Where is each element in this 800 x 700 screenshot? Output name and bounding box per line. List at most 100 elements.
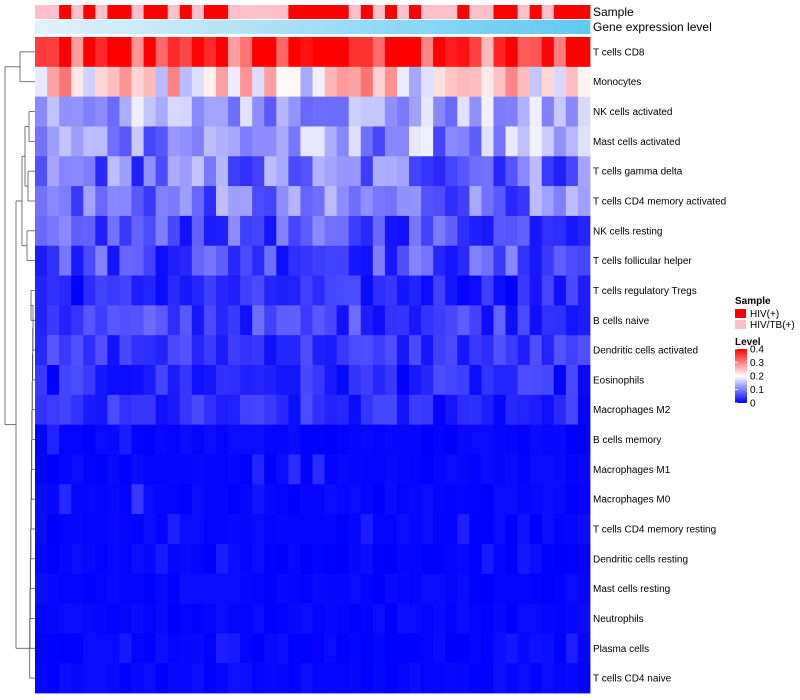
heatmap-cell — [155, 484, 169, 515]
heatmap-cell — [71, 215, 84, 247]
expression-annotation-cell — [348, 20, 362, 34]
heatmap-cell — [155, 543, 169, 575]
heatmap-cell — [215, 543, 229, 575]
heatmap-cell — [577, 424, 591, 455]
heatmap-cell — [131, 573, 144, 604]
row-label: B cells naive — [593, 316, 650, 327]
heatmap-cell — [107, 305, 120, 336]
heatmap-cell — [131, 514, 144, 545]
heatmap-cell — [505, 96, 519, 127]
heatmap-cell — [155, 365, 169, 396]
heatmap-cell — [529, 186, 543, 217]
heatmap-cell — [191, 186, 205, 217]
heatmap-cell — [505, 365, 519, 396]
heatmap-cell — [384, 305, 398, 336]
heatmap-cell — [529, 96, 543, 127]
heatmap-cell — [433, 514, 446, 545]
heatmap-cell — [288, 275, 301, 306]
heatmap-cell — [312, 573, 325, 604]
heatmap-cell — [71, 335, 84, 366]
heatmap-cell — [541, 394, 555, 426]
heatmap-cell — [312, 454, 325, 485]
expression-annotation-cell — [336, 20, 350, 34]
heatmap-cell — [481, 245, 494, 276]
sample-annotation-cell — [336, 5, 350, 19]
heatmap-cell — [529, 126, 543, 157]
heatmap-cell — [396, 275, 410, 306]
heatmap-cell — [107, 96, 120, 127]
heatmap-cell — [203, 633, 217, 664]
heatmap-cell — [348, 245, 362, 276]
heatmap-cell — [324, 424, 338, 455]
heatmap-cell — [565, 543, 579, 575]
heatmap-cell — [445, 245, 458, 276]
heatmap-cell — [457, 424, 470, 455]
heatmap-cell — [203, 543, 217, 575]
heatmap-cell — [336, 96, 350, 127]
sample-annotation-cell — [300, 5, 313, 19]
heatmap-cell — [505, 514, 519, 545]
heatmap-cell — [119, 514, 132, 545]
heatmap-cell — [541, 603, 555, 634]
row-label: Macrophages M0 — [593, 495, 671, 506]
heatmap-cell — [577, 514, 591, 545]
heatmap-cell — [167, 96, 181, 127]
heatmap-cell — [457, 633, 470, 664]
expression-annotation-cell — [493, 20, 506, 34]
sample-annotation-cell — [384, 5, 398, 19]
heatmap-cell — [421, 66, 434, 98]
heatmap-cell — [276, 365, 289, 396]
heatmap-cell — [312, 394, 325, 426]
heatmap-cell — [107, 454, 120, 485]
heatmap-cell — [203, 275, 217, 306]
heatmap-cell — [47, 156, 60, 187]
heatmap-cell — [409, 186, 422, 217]
heatmap-cell — [469, 126, 482, 157]
heatmap-cell — [179, 335, 193, 366]
heatmap-cell — [553, 543, 567, 575]
heatmap-cell — [372, 215, 386, 247]
heatmap-cell — [324, 394, 338, 426]
heatmap-cell — [312, 126, 325, 157]
heatmap-cell — [409, 573, 422, 604]
heatmap-cell — [59, 215, 72, 247]
heatmap-cell — [396, 126, 410, 157]
heatmap-cell — [348, 66, 362, 98]
heatmap-cell — [300, 633, 313, 664]
heatmap-cell — [240, 573, 253, 604]
heatmap-cell — [240, 424, 253, 455]
heatmap-cell — [264, 275, 277, 306]
expression-annotation-cell — [481, 20, 494, 34]
legend-level-title: Level — [735, 337, 761, 348]
expression-annotation-cell — [264, 20, 277, 34]
heatmap-cell — [324, 365, 338, 396]
heatmap-cell — [348, 305, 362, 336]
heatmap-cell — [421, 126, 434, 157]
heatmap-cell — [312, 603, 325, 634]
sample-annotation-cell — [71, 5, 84, 19]
heatmap-cell — [288, 245, 301, 276]
legend-label-hiv-tb: HIV/TB(+) — [750, 320, 795, 331]
heatmap-cell — [179, 215, 193, 247]
heatmap-cell — [288, 663, 301, 694]
sample-annotation-cell — [107, 5, 120, 19]
heatmap-cell — [131, 156, 144, 187]
heatmap-cell — [348, 156, 362, 187]
heatmap-cell — [228, 275, 241, 306]
row-label: T cells gamma delta — [593, 167, 683, 178]
heatmap-cell — [553, 365, 567, 396]
heatmap-cell — [348, 96, 362, 127]
heatmap-cell — [517, 245, 531, 276]
heatmap-cell — [167, 126, 181, 157]
heatmap-cell — [131, 454, 144, 485]
heatmap-cell — [300, 484, 313, 515]
heatmap-cell — [276, 633, 289, 664]
heatmap-cell — [517, 394, 531, 426]
heatmap-cell — [71, 66, 84, 98]
heatmap-cell — [71, 186, 84, 217]
heatmap-cell — [396, 514, 410, 545]
heatmap-cell — [228, 96, 241, 127]
heatmap-cell — [179, 66, 193, 98]
heatmap-cell — [240, 275, 253, 306]
heatmap-cell — [288, 215, 301, 247]
